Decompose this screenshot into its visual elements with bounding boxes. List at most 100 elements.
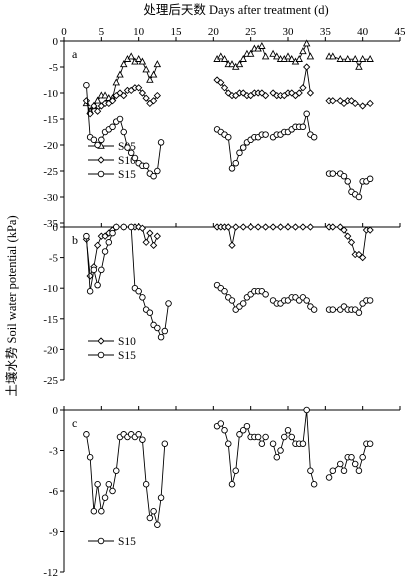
data-point	[154, 521, 161, 529]
data-point	[86, 288, 94, 295]
data-point	[310, 133, 318, 141]
panel-label: b	[72, 233, 78, 247]
data-point	[261, 223, 270, 231]
data-point	[98, 508, 105, 515]
data-point	[262, 291, 269, 298]
data-point	[224, 223, 232, 231]
data-point	[113, 467, 120, 475]
data-point	[154, 324, 161, 332]
data-point	[98, 136, 105, 144]
y-axis-title: 土壤水势 Soil water potential (kPa)	[4, 215, 19, 396]
data-point	[284, 223, 292, 231]
data-point	[310, 306, 318, 313]
series-S10	[82, 63, 374, 118]
data-point	[239, 54, 247, 62]
legend-item: S15	[88, 169, 136, 181]
data-point	[355, 193, 363, 201]
data-point	[366, 297, 374, 304]
data-point	[83, 232, 90, 240]
x-tick-label: 5	[99, 26, 105, 38]
legend-marker	[97, 156, 105, 164]
data-point	[138, 57, 147, 65]
data-point	[359, 102, 367, 110]
series-S10	[82, 223, 374, 280]
data-point	[150, 508, 157, 515]
data-point	[269, 440, 277, 448]
data-point	[101, 232, 109, 240]
data-point	[299, 47, 307, 55]
data-point	[157, 139, 165, 146]
data-point	[258, 440, 266, 448]
x-tick-label: 40	[357, 26, 369, 38]
data-point	[225, 440, 232, 448]
data-point	[101, 248, 109, 255]
data-point	[355, 62, 363, 70]
y-tick-label: 0	[53, 36, 59, 48]
data-point	[165, 300, 172, 307]
y-tick-label: 0	[53, 405, 59, 417]
data-point	[131, 154, 139, 162]
data-point	[228, 60, 236, 68]
data-point	[220, 54, 229, 62]
data-point	[336, 223, 344, 231]
y-tick-label: 0	[53, 222, 59, 234]
data-point	[153, 60, 162, 68]
data-point	[109, 487, 116, 495]
panel-b: 0 -5 -10 -15 -20 -25 b S10 S15	[43, 222, 401, 387]
data-point	[139, 436, 146, 443]
data-point	[299, 123, 307, 131]
data-point	[310, 481, 318, 488]
data-point	[295, 54, 303, 62]
data-point	[116, 115, 124, 123]
data-point	[262, 131, 269, 138]
data-point	[217, 420, 225, 427]
series-S15	[83, 81, 374, 201]
data-point	[273, 52, 281, 60]
data-point	[142, 65, 150, 73]
data-point	[161, 327, 169, 335]
y-tick-label: -25	[43, 166, 58, 178]
data-point	[220, 84, 229, 92]
data-point	[303, 110, 310, 118]
data-point	[232, 467, 239, 475]
data-point	[336, 54, 345, 62]
data-point	[119, 60, 128, 68]
data-point	[90, 266, 98, 274]
data-point	[146, 309, 154, 316]
series-line	[217, 226, 311, 246]
data-point	[135, 288, 142, 295]
data-point	[261, 91, 270, 100]
legend-label: S15	[118, 169, 136, 181]
data-point	[276, 223, 285, 231]
data-point	[94, 481, 101, 488]
data-point	[86, 454, 94, 461]
x-tick-label: 10	[133, 26, 145, 38]
data-point	[306, 52, 315, 60]
y-tick-label: -20	[43, 140, 58, 152]
legend-label: S15	[118, 350, 136, 362]
data-point	[239, 144, 247, 151]
data-point	[138, 89, 147, 97]
data-point	[344, 232, 352, 240]
data-point	[343, 54, 352, 62]
data-point	[138, 224, 147, 232]
data-point	[254, 433, 262, 441]
data-point	[232, 159, 239, 167]
data-point	[217, 78, 225, 87]
data-point	[340, 172, 348, 180]
data-point	[281, 433, 288, 441]
data-point	[93, 96, 102, 104]
data-point	[366, 175, 374, 183]
data-point	[113, 223, 120, 231]
panel-a: 0 5 10 15 20 25 30 35 40 45 0 -5 -10 -15 -20 -25 -30 -35 a…	[43, 26, 406, 230]
data-point	[246, 49, 255, 57]
data-point	[351, 54, 359, 62]
data-point	[101, 91, 109, 99]
data-point	[135, 84, 143, 92]
data-point	[269, 223, 277, 231]
data-point	[221, 288, 228, 295]
y-tick-label: -35	[43, 218, 58, 230]
y-tick-label: -6	[49, 486, 59, 498]
data-point	[337, 460, 344, 468]
y-tick-label: -15	[43, 314, 58, 326]
